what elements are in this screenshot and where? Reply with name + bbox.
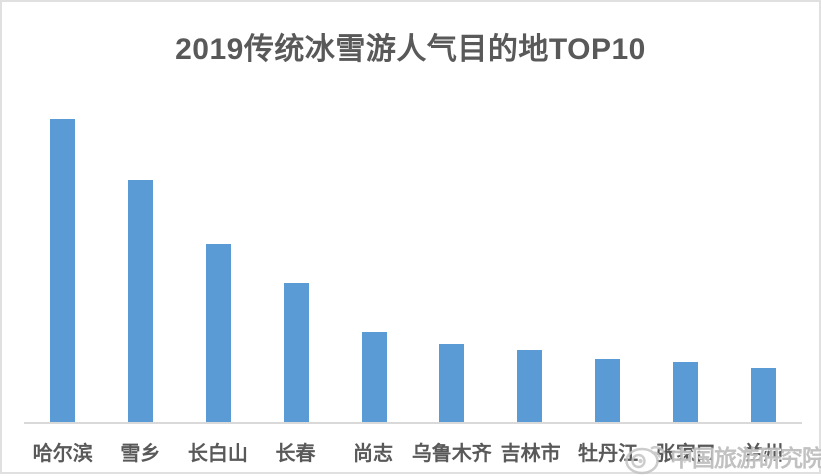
x-axis-labels: 哈尔滨 雪乡 长白山 长春 尚志 乌鲁木齐 吉林市 牡丹江 张家口 兰州 [24,437,802,466]
bar-slot-5 [335,119,413,423]
x-label-牡丹江: 牡丹江 [578,443,639,465]
x-label-张家口: 张家口 [655,443,716,465]
bar-slot-6 [413,119,491,423]
plot-area [24,119,802,423]
x-label-雪乡: 雪乡 [120,443,161,465]
bar-雪乡 [128,179,154,423]
bar-slot-3 [180,119,258,423]
bar-吉林市 [517,350,543,423]
bar-兰州 [750,368,776,423]
bar-slot-8 [569,119,647,423]
bar-slot-1 [24,119,102,423]
x-label-长春: 长春 [275,443,316,465]
chart-title: 2019传统冰雪游人气目的地TOP10 [175,33,646,66]
x-label-长白山: 长白山 [187,443,248,465]
bar-乌鲁木齐 [439,343,465,423]
x-label-哈尔滨: 哈尔滨 [32,443,93,465]
x-label-吉林市: 吉林市 [500,443,561,465]
bar-slot-4 [257,119,335,423]
bar-牡丹江 [594,359,620,423]
bar-slot-10 [724,119,802,423]
bar-slot-9 [646,119,724,423]
bar-slot-7 [491,119,569,423]
bar-尚志 [361,331,387,423]
bar-长白山 [205,243,231,423]
x-label-兰州: 兰州 [743,443,784,465]
bar-长春 [283,283,309,423]
bar-哈尔滨 [50,119,76,423]
x-label-乌鲁木齐: 乌鲁木齐 [411,443,492,465]
x-label-尚志: 尚志 [353,443,394,465]
bar-slot-2 [102,119,180,423]
x-axis-line [24,422,802,424]
bar-张家口 [672,362,698,423]
